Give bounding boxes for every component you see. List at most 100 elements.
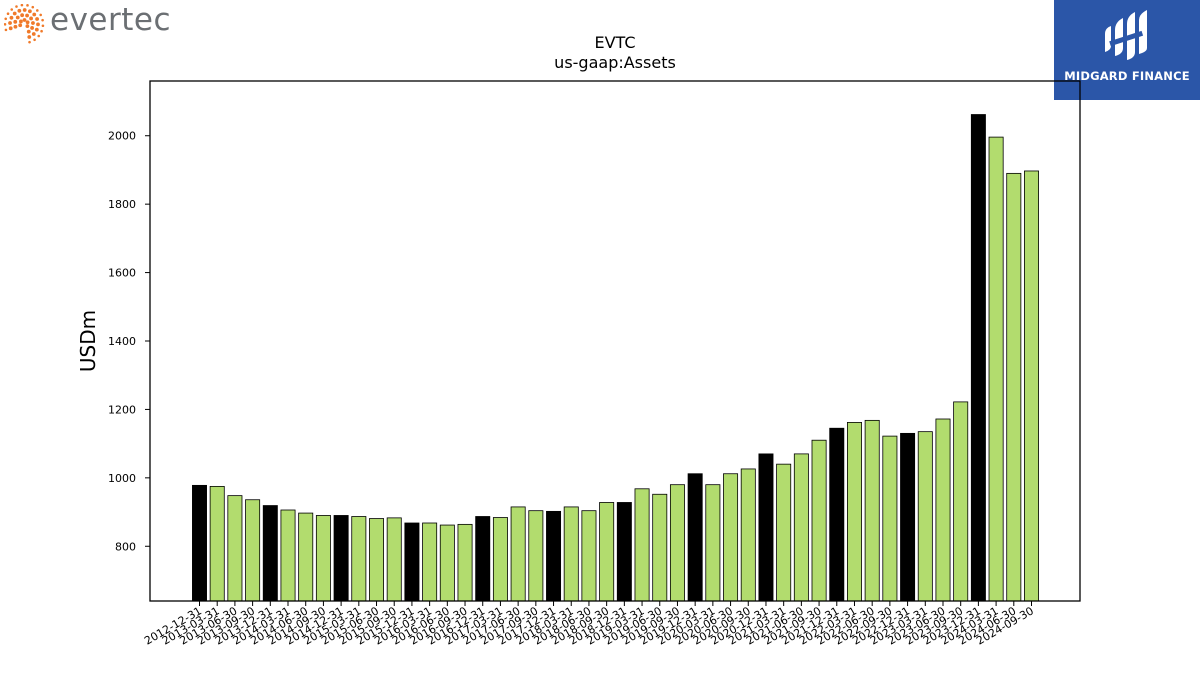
evertec-dot: [8, 21, 12, 25]
plot-frame: [149, 80, 1081, 602]
evertec-dot: [8, 26, 13, 31]
bar-2014-03-31: [280, 509, 296, 602]
bar-2012-12-31: [192, 484, 207, 602]
bar-2020-06-30: [723, 473, 739, 602]
evertec-dot: [6, 12, 10, 16]
y-tick-label: 2000: [108, 130, 136, 143]
evertec-dot: [17, 8, 22, 13]
bar-2024-09-30: [1024, 170, 1039, 602]
bar-2022-06-30: [864, 419, 880, 602]
evertec-dot: [15, 5, 18, 8]
evertec-dot: [27, 9, 32, 14]
evertec-dot: [20, 3, 24, 7]
evertec-dot: [34, 27, 39, 32]
evertec-dot: [13, 19, 18, 24]
evertec-dot: [9, 15, 14, 20]
bar-2023-03-31: [917, 431, 933, 602]
evertec-dot: [22, 8, 27, 12]
chart-subtitle: us-gaap:Assets: [554, 53, 676, 72]
bar-2023-06-30: [935, 418, 951, 602]
evertec-dot: [26, 29, 31, 34]
evertec-dot: [31, 32, 36, 36]
evertec-dot: [37, 34, 41, 38]
bar-2021-06-30: [793, 453, 809, 602]
bar-2014-09-30: [315, 515, 331, 602]
evertec-dot: [28, 40, 31, 44]
bar-2015-09-30: [386, 517, 402, 602]
bar-2020-12-31: [758, 453, 774, 602]
evertec-dot: [36, 9, 39, 12]
evertec-dot: [4, 28, 8, 32]
bar-2018-06-30: [581, 510, 597, 602]
bar-2023-09-30: [953, 401, 969, 602]
bar-2017-12-31: [546, 510, 562, 602]
evertec-dot: [20, 13, 25, 18]
bar-2019-12-31: [687, 473, 703, 602]
bar-2022-03-31: [846, 422, 862, 602]
y-tick-label: 1200: [108, 403, 136, 416]
bar-2013-06-30: [227, 495, 243, 602]
bar-2016-06-30: [439, 524, 455, 602]
bar-2017-06-30: [510, 506, 526, 602]
bars-group: [192, 114, 1039, 602]
bar-2014-12-31: [333, 515, 349, 602]
bar-2020-03-31: [705, 484, 721, 602]
evertec-dot: [25, 13, 29, 18]
y-tick-label: 1800: [108, 198, 136, 211]
evertec-dot: [36, 22, 40, 27]
bar-2017-03-31: [492, 517, 508, 602]
bar-2019-09-30: [669, 484, 685, 602]
y-axis-label: USDm: [76, 310, 100, 372]
bar-2021-03-31: [776, 463, 792, 602]
evertec-dot: [29, 16, 33, 21]
bar-2014-06-30: [298, 512, 314, 602]
bar-2018-09-30: [599, 502, 615, 602]
bar-2022-12-31: [900, 432, 916, 602]
evertec-dot: [4, 17, 8, 21]
evertec-logo: evertec: [3, 2, 194, 44]
y-tick-label: 1600: [108, 267, 136, 280]
bar-2019-06-30: [652, 493, 668, 602]
bar-2013-03-31: [209, 485, 225, 602]
bar-2016-03-31: [422, 522, 438, 602]
y-tick-label: 1400: [108, 335, 136, 348]
evertec-dot: [15, 15, 20, 20]
bar-2021-09-30: [811, 439, 827, 602]
bar-2015-06-30: [369, 518, 385, 602]
evertec-dot: [35, 17, 39, 21]
bar-2024-03-31: [988, 136, 1004, 602]
evertec-dot: [25, 24, 30, 29]
bar-2018-03-31: [563, 506, 579, 602]
x-axis-ticks: 2012-12-312013-03-312013-06-302013-09-30…: [142, 601, 1036, 648]
bar-2019-03-31: [634, 488, 650, 602]
bar-2016-09-30: [457, 523, 473, 602]
evertec-dot: [22, 18, 27, 22]
evertec-dot: [39, 13, 42, 17]
bar-2021-12-31: [829, 427, 845, 602]
bar-2018-12-31: [616, 502, 632, 602]
bar-2022-09-30: [882, 435, 898, 602]
evertec-dot: [33, 38, 36, 42]
bar-2015-03-31: [351, 516, 367, 602]
evertec-wordmark: evertec: [50, 2, 172, 38]
evertec-dot: [13, 24, 18, 29]
chart-title: EVTC: [594, 33, 635, 52]
evertec-dot: [19, 19, 23, 24]
evertec-dot: [32, 12, 37, 17]
y-axis-ticks: 800 1000 1200 1400 1600 1800 2000: [108, 130, 150, 553]
bar-2015-12-31: [404, 522, 420, 602]
evertec-dot: [12, 11, 17, 16]
evertec-dot: [41, 18, 44, 22]
midgard-wordmark: MIDGARD FINANCE: [1064, 69, 1190, 83]
evertec-dot: [27, 35, 32, 39]
y-tick-label: 800: [115, 540, 136, 553]
midgard-finance-logo: MIDGARD FINANCE: [1054, 0, 1200, 100]
evertec-dot: [31, 5, 35, 9]
evertec-dot: [10, 8, 14, 11]
evertec-dot: [40, 29, 43, 33]
bar-2020-09-30: [740, 468, 756, 602]
bar-2013-12-31: [262, 505, 278, 602]
bar-2016-12-31: [475, 516, 491, 602]
bar-2013-09-30: [245, 499, 261, 602]
midgard-mark-icon: [1105, 10, 1147, 60]
